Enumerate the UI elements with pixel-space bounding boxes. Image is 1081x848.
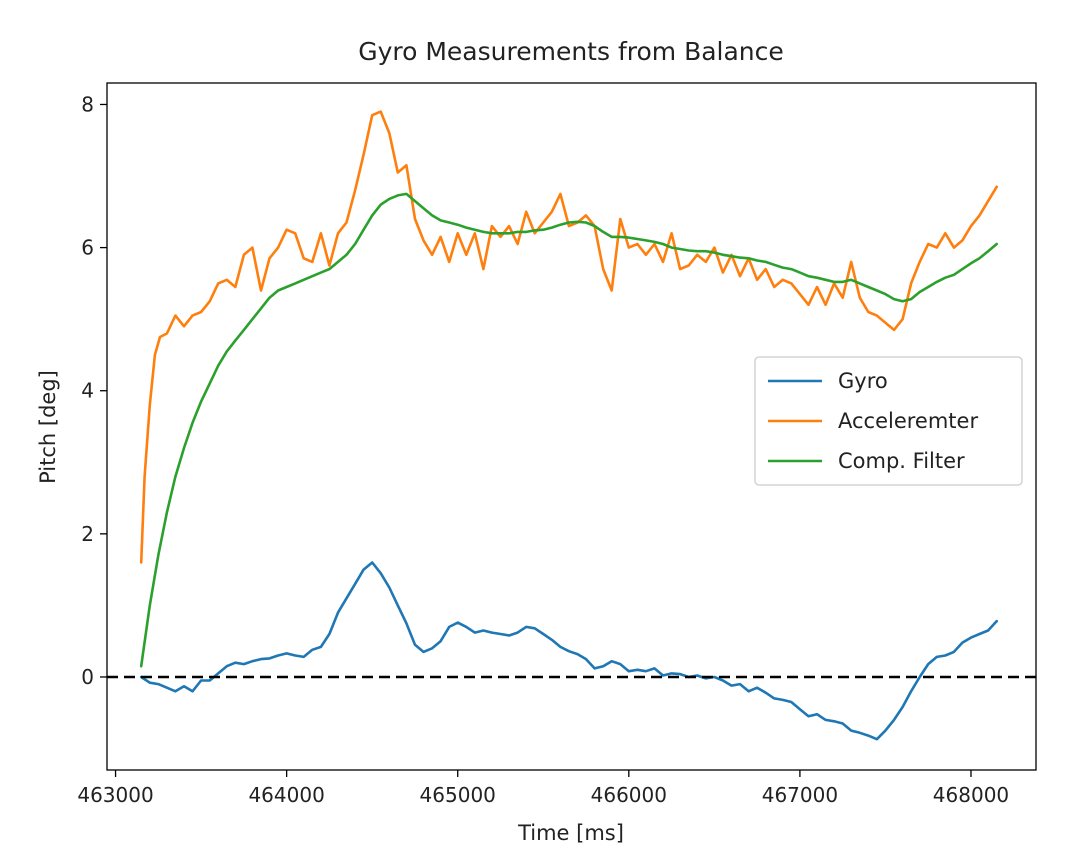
y-axis-label: Pitch [deg] — [36, 370, 60, 484]
x-axis-label: Time [ms] — [517, 821, 624, 845]
x-tick-label-1: 464000 — [248, 783, 324, 807]
legend-label-2: Comp. Filter — [838, 449, 965, 473]
axes-frame — [106, 82, 1037, 771]
x-tick-label-0: 463000 — [77, 783, 153, 807]
x-tick-label-5: 468000 — [933, 783, 1009, 807]
legend-box — [754, 356, 1023, 486]
legend-label-1: Acceleremter — [838, 409, 978, 433]
y-axis-ticks: 0 2 4 6 8 — [81, 92, 107, 689]
y-tick-label-0: 0 — [81, 665, 94, 689]
legend: Gyro Acceleremter Comp. Filter — [754, 356, 1023, 486]
y-tick-label-1: 2 — [81, 522, 94, 546]
series-line-1 — [139, 110, 998, 564]
legend-label-0: Gyro — [838, 369, 888, 393]
series-line-2 — [139, 192, 998, 668]
x-tick-label-2: 465000 — [420, 783, 496, 807]
series-line-0 — [139, 561, 998, 741]
legend-entries: Gyro Acceleremter Comp. Filter — [768, 369, 978, 473]
x-axis-ticks: 463000 464000 465000 466000 467000 468000 — [77, 770, 1009, 807]
x-tick-label-4: 467000 — [762, 783, 838, 807]
y-tick-label-3: 6 — [81, 236, 94, 260]
chart-title: Gyro Measurements from Balance — [358, 37, 784, 66]
y-tick-label-4: 8 — [81, 92, 94, 116]
x-tick-label-3: 466000 — [591, 783, 667, 807]
y-tick-label-2: 4 — [81, 379, 94, 403]
series-layer — [139, 110, 998, 741]
